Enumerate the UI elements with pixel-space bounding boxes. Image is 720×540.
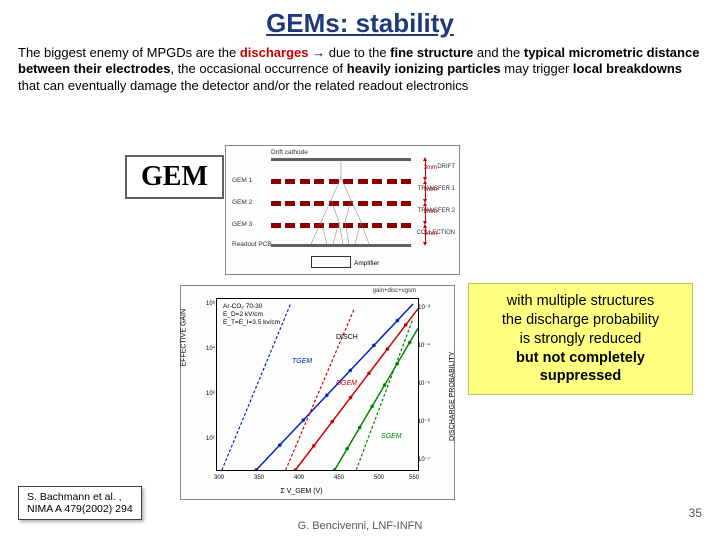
citation-l2: NIMA A 479(2002) 294 (27, 503, 133, 515)
gem1-label: GEM 1 (232, 177, 252, 184)
amplifier-label: Amplifier (354, 260, 379, 267)
gem-box-label: GEM (125, 155, 224, 199)
drift-cathode-label: Drift cathode (271, 149, 308, 156)
discharges-word: discharges (240, 45, 309, 60)
txt: The biggest enemy of MPGDs are the (18, 45, 240, 60)
note-l2: the discharge probability (475, 311, 686, 330)
ytick-l-2: 10⁴ (206, 346, 215, 352)
cond-1: Ar-CO₂ 70-30 (223, 303, 280, 311)
heavy-ion: heavily ionizing particles (347, 61, 501, 76)
sgem-label: SGEM (381, 433, 402, 440)
cond-3: E_T=E_I=3.5 kv/cm (223, 319, 280, 327)
electron-shower-icon (271, 158, 411, 248)
ytick-r-2: 10⁻⁵ (418, 380, 430, 387)
ytick-r-0: 10⁻⁷ (418, 456, 430, 463)
note-box: with multiple structures the discharge p… (468, 283, 693, 395)
footer-text: G. Bencivenni, LNF-INFN (0, 520, 720, 532)
note-l1: with multiple structures (475, 292, 686, 311)
disch-label: DISCH (336, 334, 358, 341)
txt: , the occasional occurrence of (170, 61, 346, 76)
gem2-label: GEM 2 (232, 199, 252, 206)
txt: may trigger (501, 61, 573, 76)
xtick-4: 500 (374, 475, 384, 481)
txt: and the (473, 45, 524, 60)
fine-structure: fine structure (390, 45, 473, 60)
breakdowns: local breakdowns (573, 61, 682, 76)
cond-2: E_D=2 kV/cm (223, 311, 280, 319)
ylabel-right: DISCHARGE PROBABILITY (449, 351, 456, 440)
txt: that can eventually damage the detector … (18, 78, 468, 93)
xtick-1: 350 (254, 475, 264, 481)
citation-box: S. Bachmann et al. , NIMA A 479(2002) 29… (18, 486, 142, 520)
dim-3: 2mm (424, 209, 437, 215)
ytick-r-3: 10⁻⁴ (418, 342, 430, 349)
xlabel: Σ V_GEM (V) (181, 488, 422, 495)
page-number: 35 (689, 506, 702, 520)
dim-1: 3mm (424, 165, 437, 171)
ytick-l-0: 10² (206, 436, 215, 442)
region-drift: DRIFT (437, 164, 455, 170)
citation-l1: S. Bachmann et al. , (27, 491, 133, 503)
amplifier-box (311, 256, 351, 268)
page-title: GEMs: stability (0, 0, 720, 39)
xtick-5: 550 (409, 475, 419, 481)
plot-conditions: Ar-CO₂ 70-30 E_D=2 kV/cm E_T=E_I=3.5 kv/… (223, 303, 280, 326)
note-l4: but not completely suppressed (475, 349, 686, 387)
ytick-r-4: 10⁻³ (418, 304, 430, 311)
ylabel-left: EFFECTIVE GAIN (181, 308, 188, 366)
ytick-r-1: 10⁻⁶ (418, 418, 430, 425)
ytick-l-3: 10⁵ (206, 301, 215, 307)
dgem-label: DGEM (336, 380, 357, 387)
txt: due to the (329, 45, 390, 60)
gem-schematic: Drift cathode GEM 1 GEM 2 GEM 3 Readout … (225, 145, 460, 275)
note-l3: is strongly reduced (475, 330, 686, 349)
readout-label: Readout PCB (232, 241, 272, 248)
gain-discharge-plot: gain+disc+vgsm EFFECTIVE GAIN DISCHARGE … (180, 285, 455, 500)
xtick-2: 400 (294, 475, 304, 481)
body-paragraph: The biggest enemy of MPGDs are the disch… (0, 39, 720, 98)
dim-2: 1mm (424, 187, 437, 193)
tgem-label: TGEM (292, 358, 312, 365)
gem3-label: GEM 3 (232, 221, 252, 228)
xtick-3: 450 (334, 475, 344, 481)
arrow: → (308, 45, 328, 60)
xtick-0: 300 (214, 475, 224, 481)
dim-4: 1mm (424, 231, 437, 237)
plot-top-label: gain+disc+vgsm (373, 288, 416, 294)
ytick-l-1: 10³ (206, 391, 215, 397)
